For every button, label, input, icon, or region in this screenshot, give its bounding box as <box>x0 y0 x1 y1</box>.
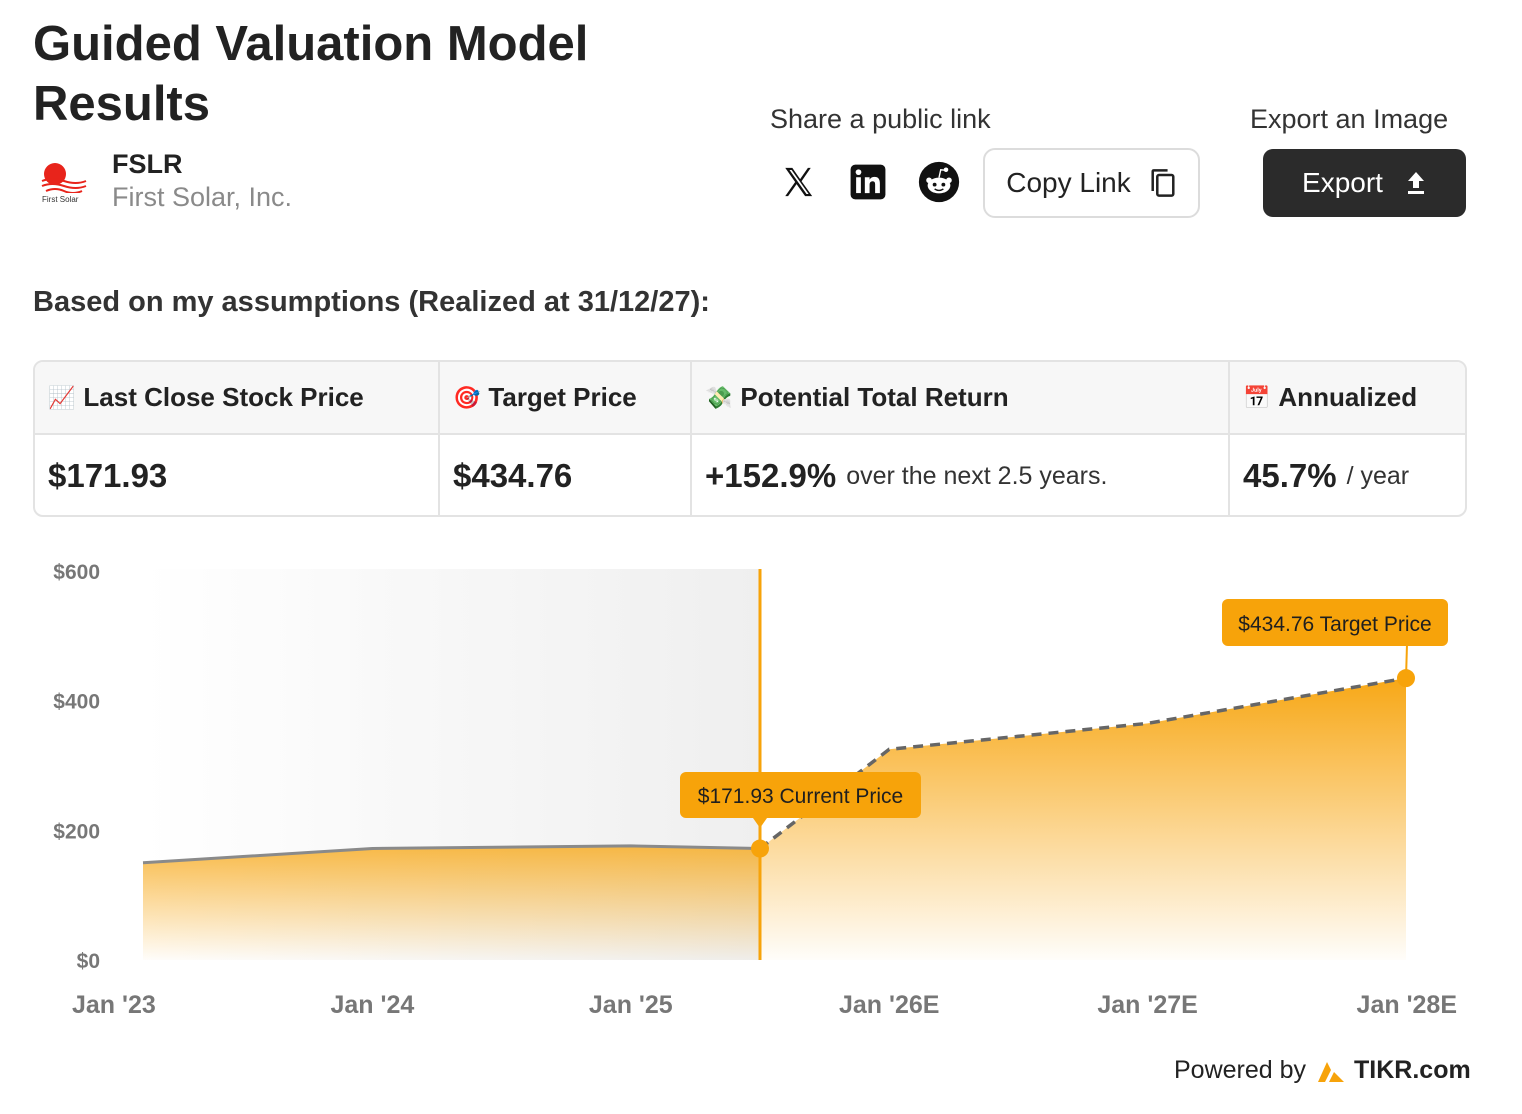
target-price-tooltip <box>1222 599 1448 646</box>
tikr-brand[interactable]: TIKR.com <box>1354 1056 1471 1084</box>
x-tick-label: Jan '24 <box>331 991 415 1019</box>
export-button[interactable]: Export <box>1263 149 1466 217</box>
header-potential-return: 💸 Potential Total Return <box>692 362 1230 433</box>
copy-link-button[interactable]: Copy Link <box>983 148 1200 218</box>
x-tick-label: Jan '26E <box>839 991 939 1019</box>
x-tick-label: Jan '25 <box>589 991 673 1019</box>
y-tick-label: $400 <box>53 691 100 714</box>
last-close-value: $171.93 <box>35 435 440 515</box>
copy-link-label: Copy Link <box>1006 167 1131 198</box>
export-button-label: Export <box>1302 167 1383 198</box>
linkedin-icon[interactable] <box>846 160 890 204</box>
target-price-value: $434.76 <box>440 435 692 515</box>
x-tick-label: Jan '28E <box>1357 991 1457 1019</box>
target-price-connector <box>1405 643 1408 679</box>
company-logo: First Solar <box>36 153 92 209</box>
page-title: Guided Valuation Model Results <box>33 17 589 131</box>
header-last-close: 📈 Last Close Stock Price <box>35 362 440 433</box>
current-price-tooltip <box>680 772 921 818</box>
assumptions-heading: Based on my assumptions (Realized at 31/… <box>33 286 710 318</box>
header-target-price: 🎯 Target Price <box>440 362 692 433</box>
export-label: Export an Image <box>1250 104 1449 134</box>
reddit-icon[interactable] <box>917 160 961 204</box>
projected-line <box>758 676 1407 850</box>
powered-by: Powered by TIKR.com <box>1174 1056 1471 1084</box>
historical-area <box>143 845 760 960</box>
ticker-symbol: FSLR <box>112 149 183 179</box>
results-table: 📈 Last Close Stock Price 🎯 Target Price 💸 P… <box>33 360 1467 517</box>
company-name: First Solar, Inc. <box>112 182 293 212</box>
header-annualized: 📅 Annualized <box>1243 382 1418 412</box>
y-tick-label: $0 <box>77 950 100 973</box>
price-chart-svg: $600 $400 $200 $0 Jan '23 Jan '24 Jan '25 Jan '… <box>53 561 1457 1019</box>
x-icon[interactable] <box>776 160 820 204</box>
x-tick-label: Jan '23 <box>72 991 156 1019</box>
y-tick-label: $600 <box>53 561 100 584</box>
share-label: Share a public link <box>770 104 991 134</box>
price-chart: $600 $400 $200 $0 Jan '23 Jan '24 Jan '25 Jan '… <box>0 540 1522 1040</box>
table-row: $171.93 $434.76 +152.9% over the next 2.5… <box>35 435 1465 515</box>
projected-area <box>760 678 1406 960</box>
table-header-row: 📈 Last Close Stock Price 🎯 Target Price 💸 P… <box>35 362 1465 435</box>
annualized-value: 45.7% / year <box>1243 457 1410 494</box>
target-price-label: $434.76 Target Price <box>1238 613 1431 636</box>
current-price-point <box>751 839 769 858</box>
historical-line <box>142 844 761 865</box>
current-price-label: $171.93 Current Price <box>698 785 903 808</box>
company-info: First Solar FSLR First Solar, Inc. <box>36 148 292 214</box>
target-price-point <box>1397 669 1415 688</box>
tikr-logo-icon <box>1318 1061 1345 1082</box>
potential-return-value: +152.9% over the next 2.5 years. <box>692 435 1230 515</box>
copy-icon <box>1151 169 1175 197</box>
current-price-tooltip-arrow <box>753 818 767 828</box>
y-tick-label: $200 <box>53 820 100 843</box>
x-tick-label: Jan '27E <box>1097 991 1197 1019</box>
upload-icon <box>1407 172 1424 194</box>
